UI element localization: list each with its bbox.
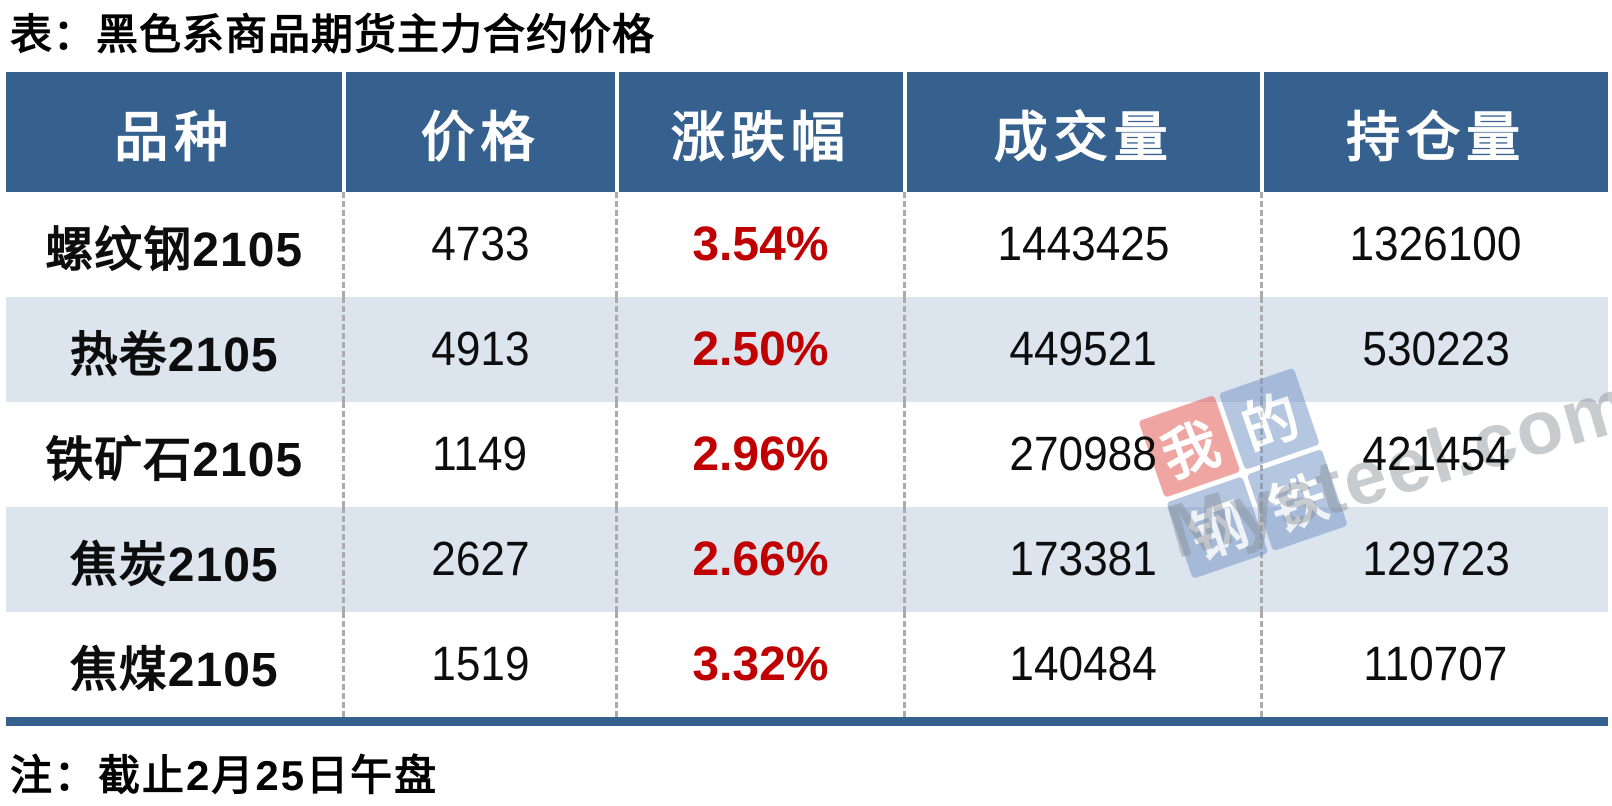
table-row: 铁矿石2105 1149 2.96% 270988 421454: [6, 402, 1608, 507]
table-row: 焦炭2105 2627 2.66% 173381 129723: [6, 507, 1608, 612]
column-header-change: 涨跌幅: [614, 72, 903, 192]
table-row: 焦煤2105 1519 3.32% 140484 110707: [6, 612, 1608, 717]
table-row: 热卷2105 4913 2.50% 449521 530223: [6, 297, 1608, 402]
cell-price: 2627: [430, 533, 530, 586]
cell-open-interest: 1326100: [1349, 218, 1522, 271]
column-header-price: 价格: [342, 72, 614, 192]
cell-price: 4733: [430, 218, 530, 271]
cell-variety: 焦炭2105: [69, 538, 279, 592]
cell-open-interest: 530223: [1361, 323, 1510, 376]
cell-open-interest: 110707: [1363, 638, 1508, 691]
futures-price-table: 品种 价格 涨跌幅 成交量 持仓量 螺纹钢2105 4733 3.54% 144…: [6, 72, 1608, 726]
cell-price: 1149: [432, 428, 528, 481]
page-title: 表：黑色系商品期货主力合约价格: [10, 11, 656, 58]
cell-change: 3.54%: [692, 218, 829, 271]
cell-variety: 焦煤2105: [69, 643, 279, 697]
cell-open-interest: 129723: [1361, 533, 1510, 586]
cell-volume: 449521: [1009, 323, 1157, 376]
cell-price: 1519: [430, 638, 530, 691]
cell-change: 3.32%: [692, 638, 829, 691]
cell-variety: 热卷2105: [69, 328, 279, 382]
cell-price: 4913: [430, 323, 530, 376]
cell-volume: 173381: [1009, 533, 1157, 586]
cell-variety: 铁矿石2105: [45, 433, 304, 487]
cell-change: 2.66%: [692, 533, 829, 586]
table-row: 螺纹钢2105 4733 3.54% 1443425 1326100: [6, 192, 1608, 297]
cell-variety: 螺纹钢2105: [45, 223, 304, 277]
cell-change: 2.96%: [692, 428, 829, 481]
cell-change: 2.50%: [692, 323, 829, 376]
footnote: 注：截止2月25日午盘: [10, 752, 439, 799]
cell-volume: 140484: [1009, 638, 1157, 691]
cell-volume: 270988: [1009, 428, 1157, 481]
table-header-row: 品种 价格 涨跌幅 成交量 持仓量: [6, 72, 1608, 192]
column-header-open-interest: 持仓量: [1260, 72, 1608, 192]
column-header-volume: 成交量: [903, 72, 1260, 192]
cell-volume: 1443425: [997, 218, 1170, 271]
cell-open-interest: 421454: [1361, 428, 1510, 481]
table-bottom-border: [6, 717, 1608, 726]
column-header-variety: 品种: [114, 107, 235, 168]
